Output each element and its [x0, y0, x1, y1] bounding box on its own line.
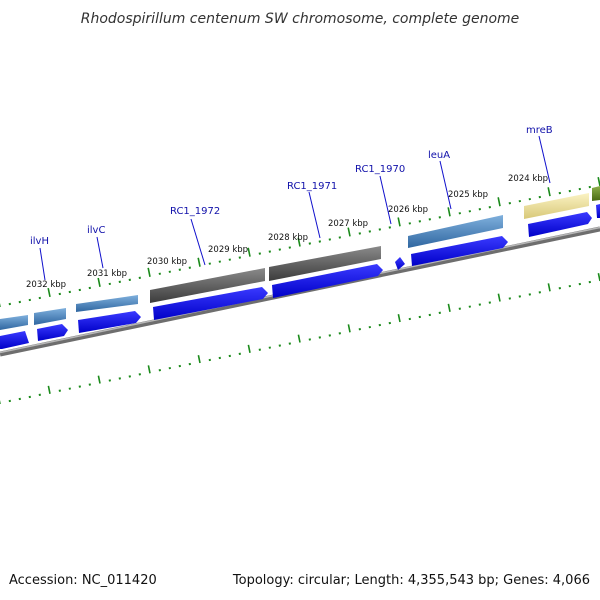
cds-arrow[interactable]	[395, 257, 405, 270]
major-tick	[147, 365, 151, 374]
map-title: Rhodospirillum centenum SW chromosome, c…	[81, 11, 520, 27]
scale-label: 2027 kbp	[328, 219, 368, 229]
major-tick	[547, 187, 551, 197]
leader-line	[39, 247, 46, 281]
leader-line	[96, 236, 104, 269]
title-organism: Rhodospirillum centenum SW	[81, 11, 289, 27]
major-tick	[247, 344, 251, 353]
gene-label-RC1_1971[interactable]: RC1_1971	[287, 181, 337, 192]
gene-label-ilvH[interactable]: ilvH	[30, 236, 49, 247]
gene-feature[interactable]	[0, 315, 28, 330]
gene-feature[interactable]	[524, 193, 589, 219]
scale-label: 2028 kbp	[268, 233, 308, 243]
major-tick	[197, 257, 201, 267]
leader-line	[439, 160, 452, 210]
major-tick	[297, 334, 301, 343]
major-tick	[397, 314, 401, 323]
scale-label: 2029 kbp	[208, 245, 248, 255]
scale-label: 2030 kbp	[147, 257, 187, 267]
cds-arrow[interactable]	[411, 236, 508, 266]
major-tick	[397, 217, 401, 227]
gene-feature[interactable]	[269, 246, 381, 281]
cds-arrow[interactable]	[37, 324, 68, 341]
major-tick	[497, 197, 501, 207]
gene-labels: ilvH ilvC RC1_1972 RC1_1971 RC1_1970 leu…	[30, 125, 553, 247]
title-description: chromosome, complete genome	[292, 11, 519, 27]
gene-feature[interactable]	[76, 295, 138, 312]
cds-arrow[interactable]	[0, 331, 29, 349]
major-tick	[97, 375, 101, 384]
major-tick	[97, 277, 101, 287]
cds-arrow[interactable]	[272, 264, 383, 298]
leader-line	[538, 135, 551, 184]
major-tick	[197, 355, 201, 364]
major-tick	[147, 267, 151, 277]
cds-arrow[interactable]	[78, 311, 141, 333]
cds-arrow[interactable]	[596, 204, 600, 218]
cds-arrow[interactable]	[153, 287, 268, 320]
scale-label: 2032 kbp	[26, 280, 66, 290]
gene-feature[interactable]	[592, 186, 600, 201]
accession-text: Accession: NC_011420	[9, 573, 157, 588]
gene-label-RC1_1972[interactable]: RC1_1972	[170, 206, 220, 217]
gene-feature[interactable]	[34, 308, 66, 325]
major-tick	[447, 303, 451, 312]
scale-label: 2026 kbp	[388, 205, 428, 215]
major-tick	[347, 227, 351, 237]
leader-line	[379, 175, 392, 225]
major-tick	[347, 324, 351, 333]
genome-summary-text: Topology: circular; Length: 4,355,543 bp…	[232, 573, 590, 588]
gene-label-ilvC[interactable]: ilvC	[87, 225, 105, 236]
major-tick	[447, 207, 451, 217]
major-tick	[47, 287, 51, 298]
scale-labels: 2032 kbp 2031 kbp 2030 kbp 2029 kbp 2028…	[26, 174, 548, 290]
major-tick	[247, 247, 251, 257]
gene-feature[interactable]	[408, 215, 503, 248]
gene-track	[0, 186, 600, 330]
scale-label: 2031 kbp	[87, 269, 127, 279]
gene-feature[interactable]	[150, 268, 265, 303]
gene-label-leuA[interactable]: leuA	[428, 150, 450, 161]
major-tick	[497, 293, 501, 302]
major-tick	[297, 237, 301, 247]
scale-label: 2024 kbp	[508, 174, 548, 184]
leader-line	[308, 191, 321, 239]
leader-line	[190, 218, 206, 266]
cds-track	[0, 204, 600, 349]
major-tick	[47, 385, 51, 394]
gene-label-RC1_1970[interactable]: RC1_1970	[355, 164, 405, 175]
gene-label-mreB[interactable]: mreB	[526, 125, 553, 136]
scale-label: 2025 kbp	[448, 190, 488, 200]
cds-arrow[interactable]	[528, 212, 592, 237]
inner-tick-ring	[0, 273, 600, 404]
major-tick	[547, 283, 551, 292]
gene-leader-lines	[39, 135, 551, 281]
